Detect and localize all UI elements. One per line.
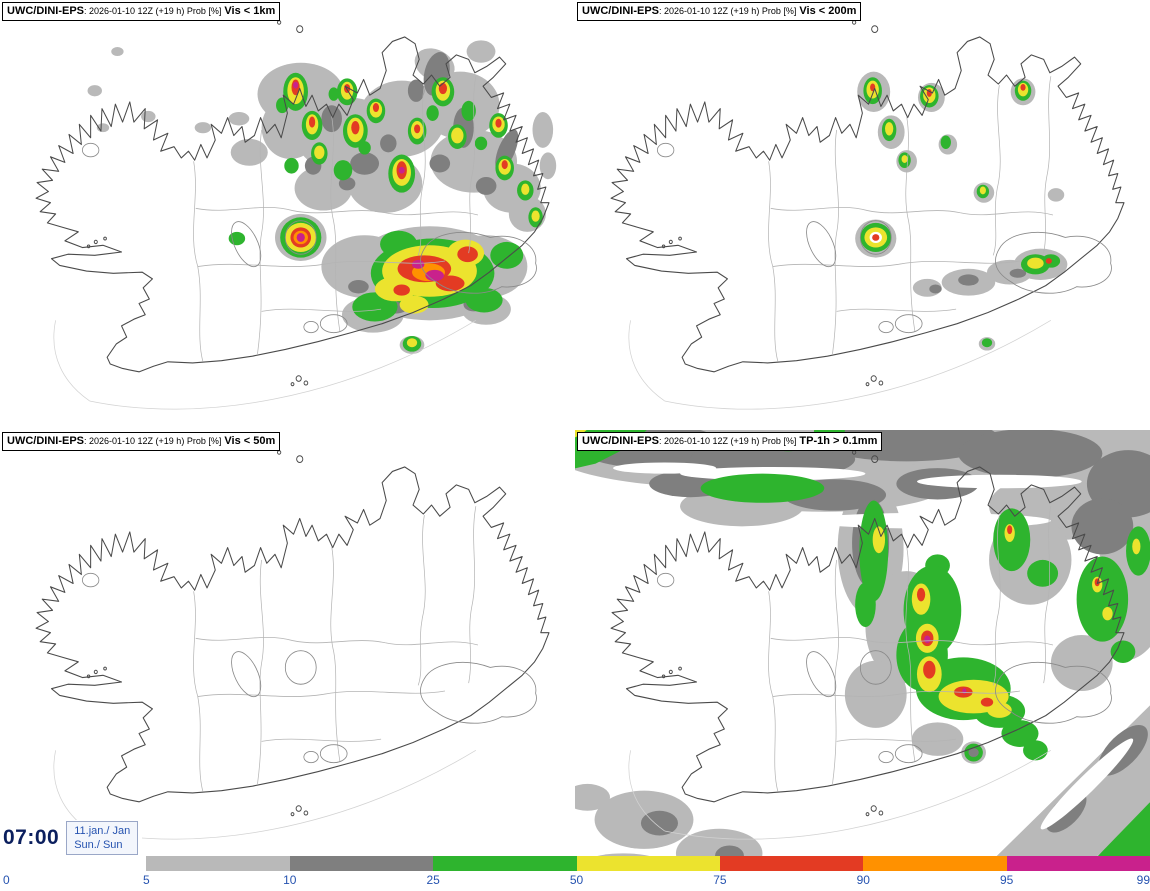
day-line: Sun./ Sun [74, 839, 123, 851]
panel-vis-200m: UWC/DINI-EPS: 2026-01-10 12Z (+19 h) Pro… [575, 0, 1150, 430]
tick-label: 75 [713, 873, 727, 887]
colorbar-segment [719, 856, 864, 871]
colorbar-ticks: 0 5 10 25 50 75 90 95 99 [3, 873, 1150, 889]
tick-label: 99 [1136, 873, 1150, 887]
panel-title: UWC/DINI-EPS: 2026-01-10 12Z (+19 h) Pro… [2, 2, 281, 21]
tick-label: 25 [426, 873, 440, 887]
date-box: 11.jan./ Jan Sun./ Sun [66, 821, 139, 855]
map-vis-200m [610, 20, 1125, 410]
model-name: UWC/DINI-EPS [7, 435, 84, 447]
colorbar-segment [289, 856, 434, 871]
map-vis-50m [35, 450, 550, 840]
colorbar-segment [576, 856, 720, 871]
tick-label: 95 [999, 873, 1014, 887]
panel-vis-1km: UWC/DINI-EPS: 2026-01-10 12Z (+19 h) Pro… [0, 0, 575, 430]
tick-label: 90 [856, 873, 870, 887]
map-precip [575, 430, 1150, 860]
valid-time: 07:00 11.jan./ Jan Sun./ Sun [2, 820, 143, 856]
model-name: UWC/DINI-EPS [582, 5, 659, 17]
panel-precip: UWC/DINI-EPS: 2026-01-10 12Z (+19 h) Pro… [575, 430, 1150, 860]
colorbar [3, 856, 1150, 871]
clock-time: 07:00 [3, 826, 60, 849]
model-name: UWC/DINI-EPS [582, 435, 659, 447]
probability-shading [855, 71, 1068, 351]
probability-shading [575, 430, 1150, 860]
colorbar-segment [863, 856, 1007, 871]
colorbar-segment [433, 856, 577, 871]
model-name: UWC/DINI-EPS [7, 5, 84, 17]
run-info: : 2026-01-10 12Z (+19 h) Prob [%] [659, 436, 797, 446]
run-info: : 2026-01-10 12Z (+19 h) Prob [%] [659, 6, 797, 16]
map-vis-1km [35, 20, 557, 410]
tick-label: 5 [143, 873, 150, 887]
threshold-label: Vis < 1km [224, 5, 276, 17]
colorbar-segment [1006, 856, 1150, 871]
threshold-label: TP-1h > 0.1mm [799, 435, 878, 447]
panel-title: UWC/DINI-EPS: 2026-01-10 12Z (+19 h) Pro… [2, 432, 281, 451]
probability-shading [87, 40, 557, 354]
tick-label: 10 [283, 873, 297, 887]
tick-label: 0 [3, 873, 10, 887]
panel-vis-50m: UWC/DINI-EPS: 2026-01-10 12Z (+19 h) Pro… [0, 430, 575, 860]
run-info: : 2026-01-10 12Z (+19 h) Prob [%] [84, 436, 222, 446]
panel-title: UWC/DINI-EPS: 2026-01-10 12Z (+19 h) Pro… [577, 432, 883, 451]
tick-label: 50 [569, 873, 584, 887]
colorbar-segment [146, 856, 290, 871]
panel-title: UWC/DINI-EPS: 2026-01-10 12Z (+19 h) Pro… [577, 2, 862, 21]
date-line: 11.jan./ Jan [74, 825, 131, 837]
colorbar-segment [3, 856, 147, 871]
threshold-label: Vis < 200m [799, 5, 857, 17]
threshold-label: Vis < 50m [224, 435, 276, 447]
run-info: : 2026-01-10 12Z (+19 h) Prob [%] [84, 6, 222, 16]
